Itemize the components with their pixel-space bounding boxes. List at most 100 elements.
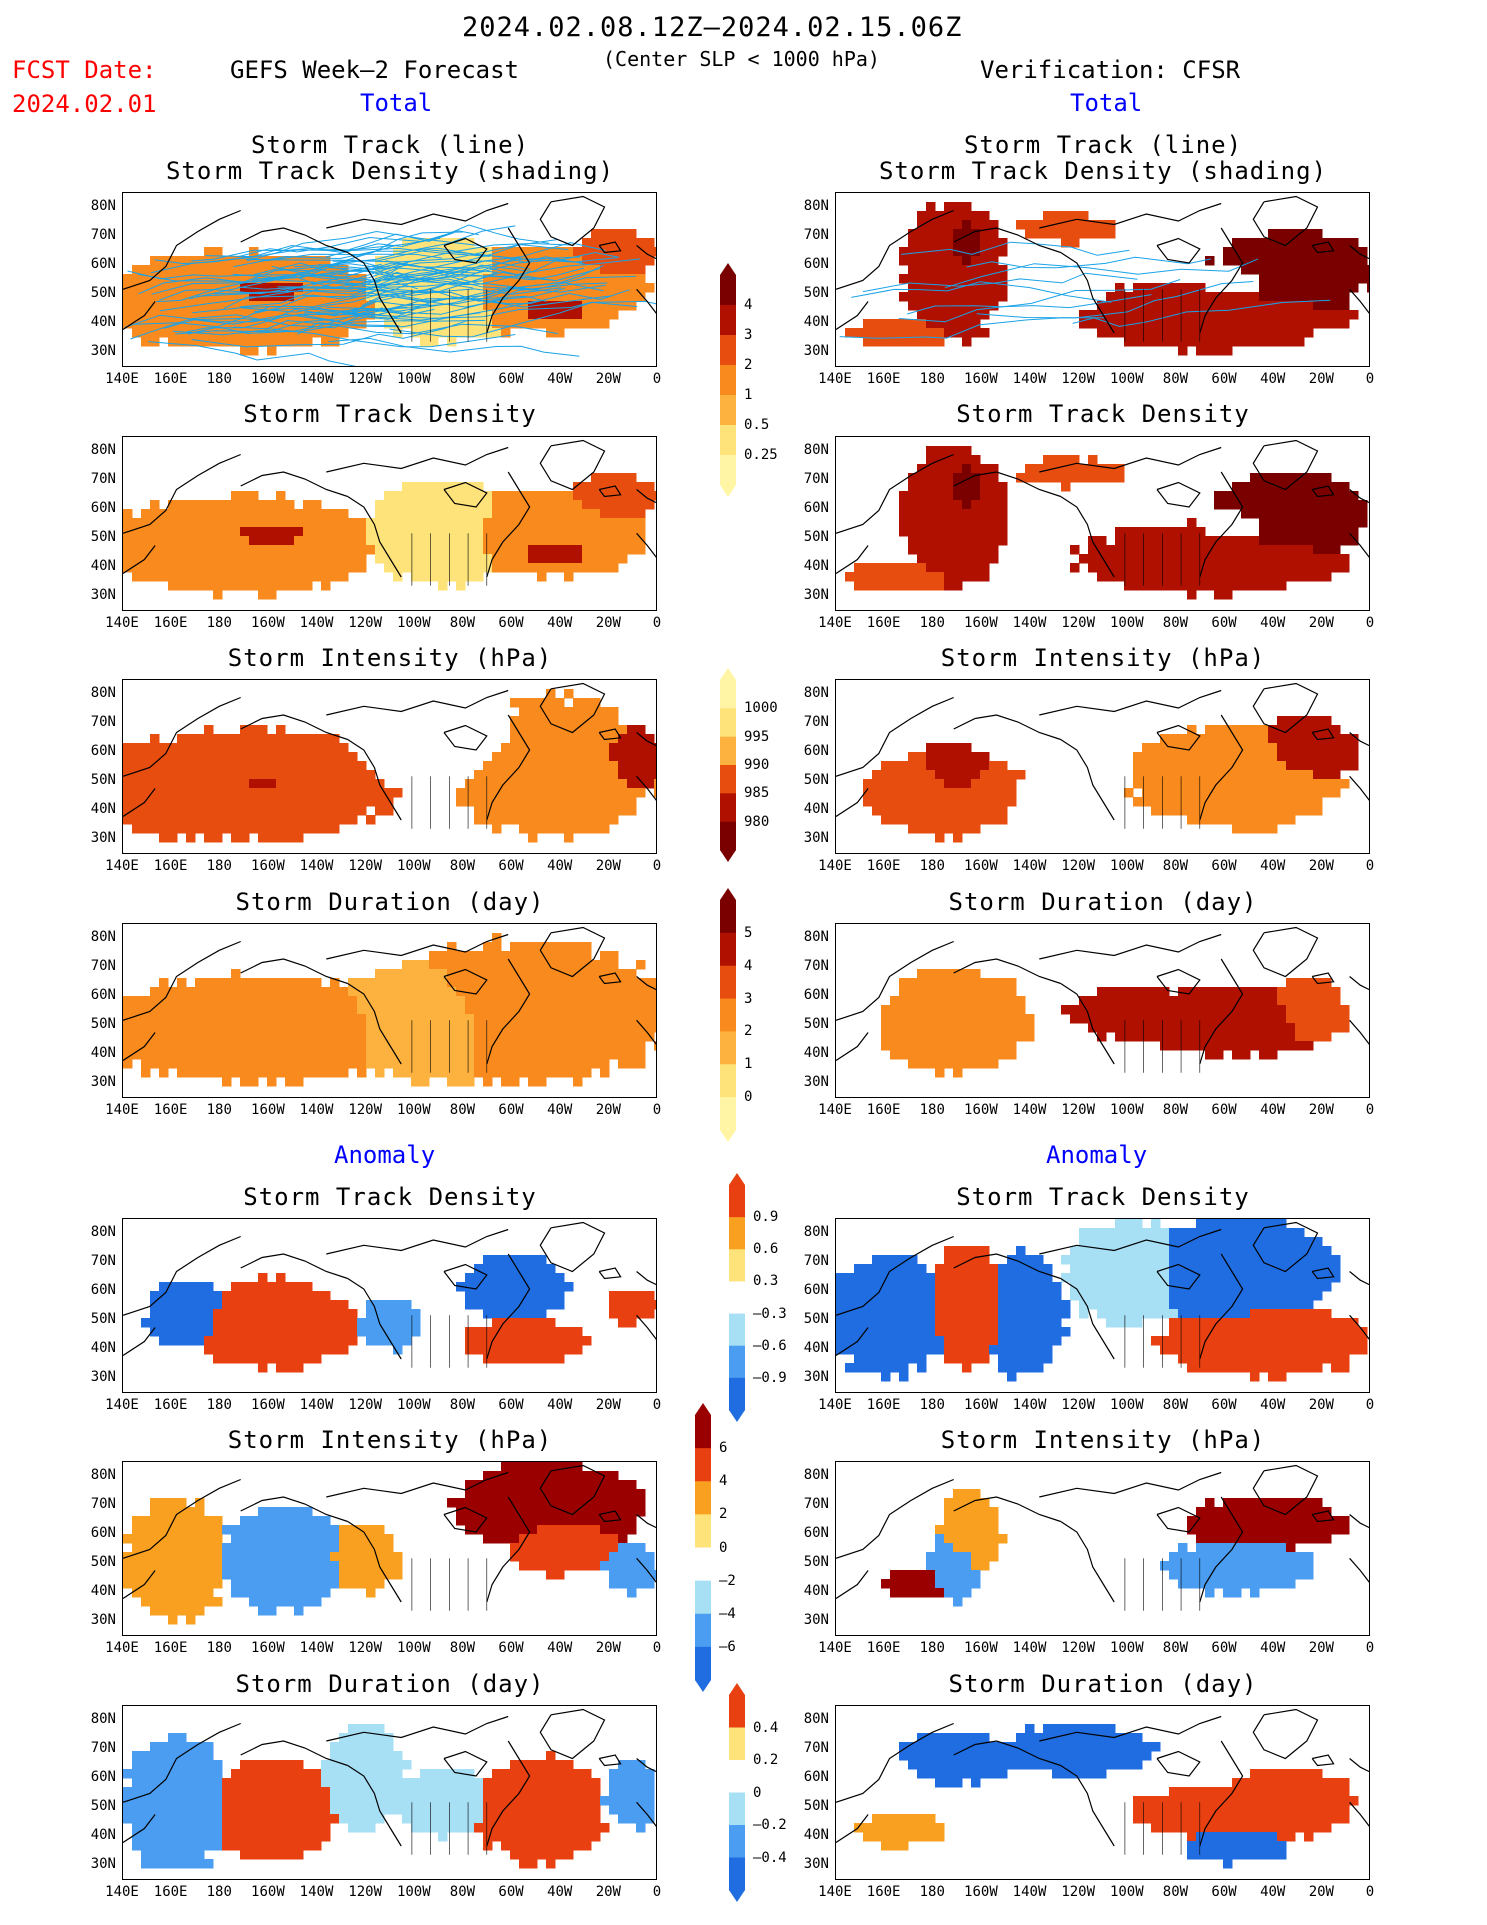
shading-cell bbox=[1205, 310, 1215, 320]
shading-cell bbox=[980, 996, 990, 1006]
shading-cell bbox=[564, 951, 574, 961]
shading-cell bbox=[917, 292, 927, 302]
shading-cell bbox=[980, 473, 990, 483]
shading-cell bbox=[1169, 1023, 1179, 1033]
shading-cell bbox=[258, 536, 268, 546]
shading-cell bbox=[600, 536, 610, 546]
shading-cell bbox=[1295, 283, 1305, 293]
shading-cell bbox=[519, 1023, 529, 1033]
shading-cell bbox=[393, 1068, 403, 1078]
shading-cell bbox=[384, 500, 394, 510]
shading-cell bbox=[980, 752, 990, 762]
shading-cell bbox=[492, 1059, 502, 1069]
shading-cell bbox=[438, 996, 448, 1006]
shading-cell bbox=[447, 951, 457, 961]
shading-cell bbox=[141, 779, 151, 789]
shading-cell bbox=[1178, 779, 1188, 789]
shading-cell bbox=[908, 518, 918, 528]
shading-cell bbox=[1232, 1219, 1242, 1229]
shading-cell bbox=[528, 518, 538, 528]
shading-cell bbox=[555, 824, 565, 834]
shading-cell bbox=[1313, 509, 1323, 519]
shading-cell bbox=[132, 292, 142, 302]
shading-cell bbox=[1214, 319, 1224, 329]
lat-label: 80N bbox=[803, 929, 829, 945]
shading-cell bbox=[285, 319, 295, 329]
shading-cell bbox=[186, 1336, 196, 1346]
shading-cell bbox=[600, 824, 610, 834]
shading-cell bbox=[1268, 473, 1278, 483]
shading-cell bbox=[962, 987, 972, 997]
shading-cell bbox=[1304, 274, 1314, 284]
shading-cell bbox=[998, 770, 1008, 780]
shading-cell bbox=[267, 1318, 277, 1328]
coastline bbox=[443, 724, 488, 751]
shading-cell bbox=[926, 265, 936, 275]
shading-cell bbox=[1160, 1228, 1170, 1238]
shading-cell bbox=[953, 1041, 963, 1051]
shading-cell bbox=[492, 1005, 502, 1015]
shading-cell bbox=[366, 1059, 376, 1069]
lat-label: 50N bbox=[803, 285, 829, 301]
shading-cell bbox=[366, 301, 376, 311]
shading-cell bbox=[591, 274, 601, 284]
shading-cell bbox=[276, 1345, 286, 1355]
shading-cell bbox=[600, 1032, 610, 1042]
shading-cell bbox=[1133, 328, 1143, 338]
shading-cell bbox=[1097, 328, 1107, 338]
shading-cell bbox=[510, 725, 520, 735]
shading-cell bbox=[971, 464, 981, 474]
shading-cell bbox=[204, 996, 214, 1006]
shading-cell bbox=[935, 1068, 945, 1078]
coastline bbox=[326, 933, 509, 960]
shading-cell bbox=[944, 202, 954, 212]
shading-cell bbox=[564, 689, 574, 699]
shading-cell bbox=[123, 274, 133, 284]
shading-cell bbox=[267, 752, 277, 762]
shading-cell bbox=[591, 247, 601, 257]
shading-cell bbox=[953, 554, 963, 564]
shading-cell bbox=[132, 797, 142, 807]
shading-cell bbox=[980, 1032, 990, 1042]
shading-cell bbox=[1340, 527, 1350, 537]
shading-cell bbox=[267, 518, 277, 528]
shading-cell bbox=[1052, 455, 1062, 465]
shading-cell bbox=[890, 1023, 900, 1033]
shading-cell bbox=[555, 987, 565, 997]
shading-cell bbox=[510, 716, 520, 726]
shading-cell bbox=[492, 1068, 502, 1078]
shading-cell bbox=[474, 518, 484, 528]
shading-cell bbox=[998, 1023, 1008, 1033]
shading-cell bbox=[1169, 563, 1179, 573]
shading-cell bbox=[474, 1032, 484, 1042]
shading-cell bbox=[1277, 788, 1287, 798]
shading-cell bbox=[935, 1032, 945, 1042]
coastline bbox=[347, 495, 402, 578]
shading-cell bbox=[564, 1282, 574, 1292]
shading-cell bbox=[375, 1014, 385, 1024]
shading-cell bbox=[447, 337, 457, 347]
shading-cell bbox=[141, 788, 151, 798]
shading-cell bbox=[321, 536, 331, 546]
shading-cell bbox=[1205, 1032, 1215, 1042]
coastline bbox=[123, 209, 241, 290]
shading-cell bbox=[474, 978, 484, 988]
shading-cell bbox=[132, 806, 142, 816]
shading-cell bbox=[645, 491, 655, 501]
shading-cell bbox=[285, 1345, 295, 1355]
shading-cell bbox=[195, 1282, 205, 1292]
shading-cell bbox=[1169, 788, 1179, 798]
shading-cell bbox=[564, 960, 574, 970]
shading-cell bbox=[953, 1005, 963, 1015]
shading-cell bbox=[654, 491, 656, 501]
shading-cell bbox=[555, 797, 565, 807]
shading-cell bbox=[1106, 554, 1116, 564]
shading-cell bbox=[1286, 1014, 1296, 1024]
shading-cell bbox=[546, 527, 556, 537]
shading-cell bbox=[411, 500, 421, 510]
shading-cell bbox=[1268, 581, 1278, 591]
shading-cell bbox=[1295, 752, 1305, 762]
shading-cell bbox=[339, 797, 349, 807]
shading-cell bbox=[510, 1005, 520, 1015]
shading-cell bbox=[1304, 788, 1314, 798]
